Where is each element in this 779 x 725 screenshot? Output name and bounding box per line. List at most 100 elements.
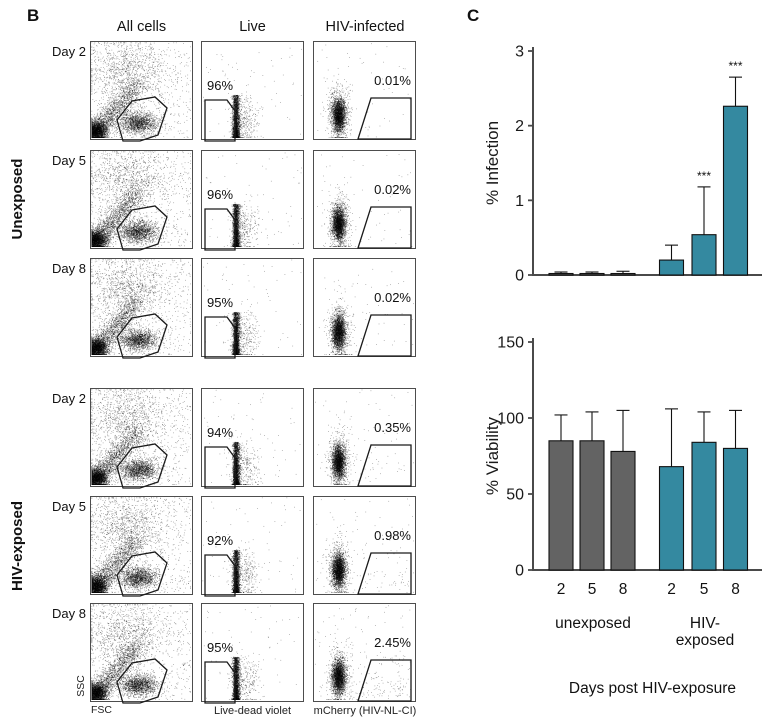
x-tick-label: 2 [667,581,676,598]
flow-plot-hiv-row1: 0.01% [313,41,416,140]
bar [722,105,749,276]
y-tick-label: 3 [515,44,524,61]
scatter-dots-canvas [202,259,302,355]
group-label-unexposed: Unexposed [8,158,26,240]
bar [610,450,636,571]
bar [722,447,749,571]
y-tick-label: 0 [515,563,524,580]
scatter-dots-canvas [202,151,302,247]
bar [658,466,685,571]
gate-outline [202,151,302,247]
ssc-axis-label: SSC [75,675,87,697]
bar [658,259,685,276]
y-axis-label: % Infection [483,121,502,205]
gate-outline [202,604,302,700]
infected-percent-label: 0.35% [374,420,411,435]
x-tick-label: 8 [731,581,740,598]
column-header-all-cells: All cells [116,19,167,35]
bar [548,272,574,276]
infected-percent-label: 0.02% [374,290,411,305]
y-tick-label: 100 [497,411,524,428]
live-percent-label: 95% [207,295,234,310]
xgroup-label-hiv-line1: HIV- [689,615,721,632]
flow-plot-live-row3: 95% [201,258,304,357]
gate-outline [91,497,191,593]
mcherry-axis-label: mCherry (HIV-NL-CI) [313,705,417,717]
scatter-dots-canvas [202,389,302,485]
gate-outline [314,259,414,355]
gate-outline [202,259,302,355]
scatter-dots-canvas [91,259,191,355]
flow-plot-live-row5: 92% [201,496,304,595]
bar [579,272,605,276]
scatter-dots-canvas [91,497,191,593]
y-tick-label: 50 [506,487,524,504]
live-percent-label: 95% [207,640,234,655]
column-header-live: Live [239,19,266,35]
bar-charts-svg: 0 1 2 3 % Infection *** *** 0 50 100 150 % Viabilit… [483,44,762,598]
bar [691,234,717,276]
live-percent-label: 94% [207,425,234,440]
row-label-day8-exposed: Day 8 [52,606,86,621]
flow-plot-live-row2: 96% [201,150,304,249]
scatter-dots-canvas [91,604,191,700]
x-tick-label: 5 [700,581,709,598]
flow-plot-hiv-row2: 0.02% [313,150,416,249]
bar [548,440,574,571]
gate-outline [314,497,414,593]
gate-outline [202,42,302,138]
x-tick-label: 5 [588,581,597,598]
flow-plot-all-row3 [90,258,193,357]
live-dead-violet-axis-label: Live-dead violet [213,705,292,717]
flow-plot-live-row4: 94% [201,388,304,487]
flow-plot-hiv-row4: 0.35% [313,388,416,487]
flow-plot-live-row6: 95% [201,603,304,702]
significance-stars: *** [697,169,711,183]
gate-outline [91,151,191,247]
flow-plot-hiv-row3: 0.02% [313,258,416,357]
panel-b-label: B [27,6,40,25]
infected-percent-label: 0.98% [374,528,411,543]
infected-percent-label: 0.01% [374,73,411,88]
gate-outline [314,604,414,700]
scatter-dots-canvas [202,497,302,593]
y-tick-label: 0 [515,268,524,285]
scatter-dots-canvas [202,42,302,138]
gate-outline [314,389,414,485]
row-label-day2-exposed: Day 2 [52,391,86,406]
flow-plot-hiv-row6: 2.45% [313,603,416,702]
fsc-axis-label: FSC [91,704,112,716]
infected-percent-label: 0.02% [374,182,411,197]
gate-outline [202,389,302,485]
scatter-dots-canvas [91,42,191,138]
x-tick-label: 8 [619,581,628,598]
bar [579,440,605,571]
flow-plot-all-row4 [90,388,193,487]
y-axis-label: % Viability [483,416,502,495]
y-tick-label: 1 [515,193,524,210]
gate-outline [91,259,191,355]
column-header-hiv-infected: HIV-infected [325,19,405,35]
panel-c-label: C [467,6,480,25]
flow-plot-all-row5 [90,496,193,595]
live-percent-label: 96% [207,187,234,202]
scatter-dots-canvas [91,389,191,485]
bar [610,272,636,276]
xgroup-label-unexposed: unexposed [555,615,631,632]
y-tick-label: 150 [497,335,524,352]
row-label-day5-exposed: Day 5 [52,499,86,514]
gate-outline [202,497,302,593]
significance-stars: *** [728,59,742,73]
live-percent-label: 96% [207,78,234,93]
flow-plot-live-row1: 96% [201,41,304,140]
flow-plot-all-row6 [90,603,193,702]
bar [691,441,717,571]
gate-outline [91,389,191,485]
row-label-day5-unexposed: Day 5 [52,153,86,168]
flow-plot-all-row2 [90,150,193,249]
gate-outline [91,604,191,700]
scatter-dots-canvas [91,151,191,247]
gate-outline [91,42,191,138]
row-label-day8-unexposed: Day 8 [52,261,86,276]
